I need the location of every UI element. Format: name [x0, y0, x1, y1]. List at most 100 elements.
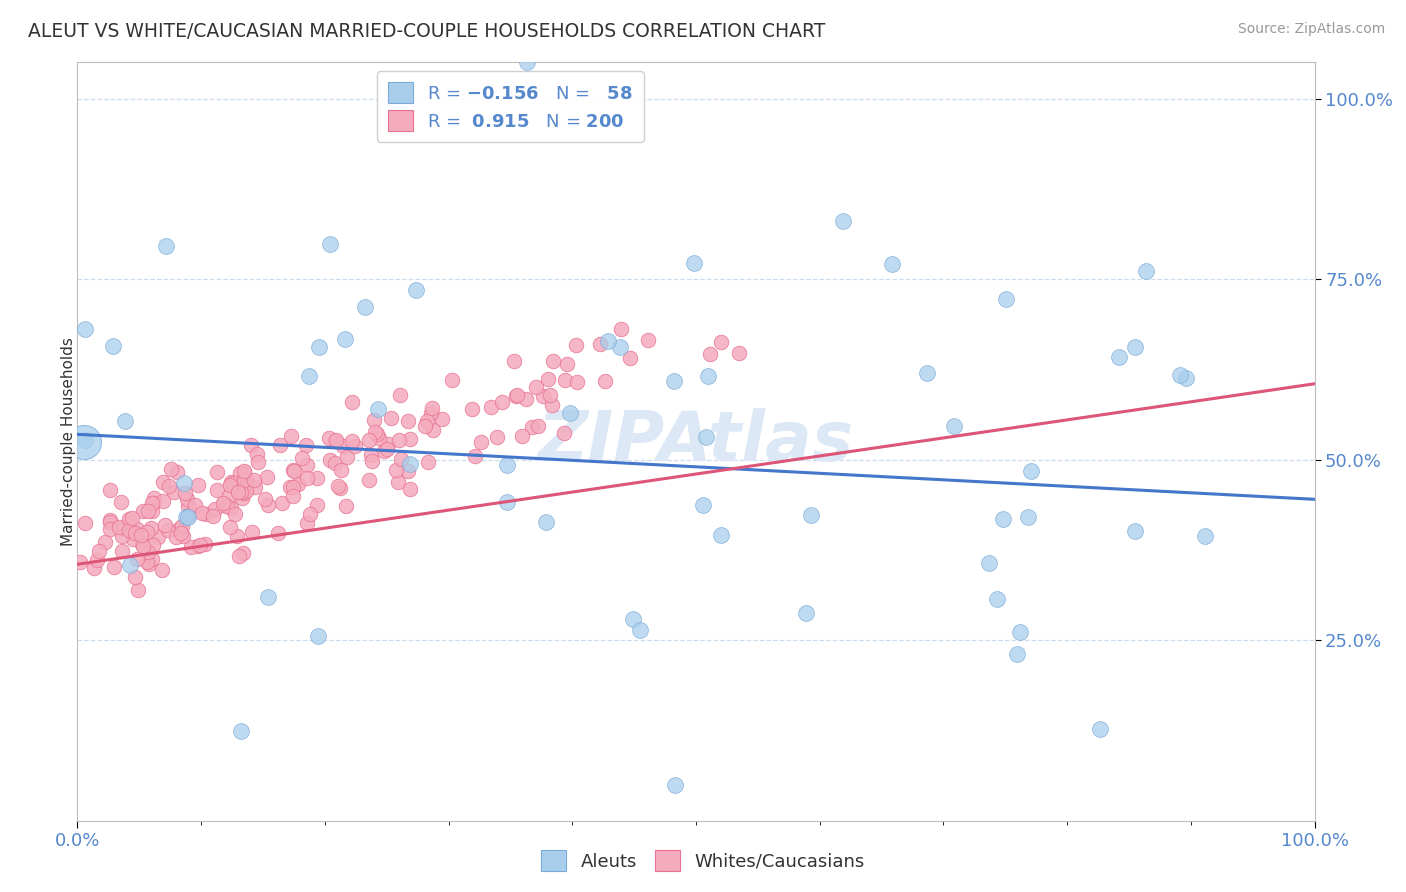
Point — [233, 473, 256, 487]
Point — [143, 491, 166, 505]
Point — [986, 591, 1008, 606]
Point — [343, 439, 366, 453]
Point — [524, 379, 547, 393]
Point — [541, 398, 564, 412]
Point — [146, 530, 169, 544]
Point — [283, 464, 305, 478]
Point — [496, 458, 519, 473]
Point — [173, 475, 195, 490]
Point — [307, 471, 329, 485]
Point — [205, 465, 228, 479]
Point — [512, 429, 534, 443]
Point — [323, 456, 346, 470]
Point — [363, 413, 385, 427]
Point — [1168, 368, 1191, 382]
Point — [235, 477, 257, 491]
Point — [75, 433, 97, 447]
Point — [336, 450, 359, 465]
Point — [538, 387, 561, 401]
Point — [1135, 263, 1157, 277]
Point — [124, 570, 146, 584]
Point — [83, 560, 105, 574]
Point — [131, 537, 153, 551]
Point — [664, 778, 686, 792]
Point — [692, 498, 714, 512]
Point — [405, 283, 427, 297]
Point — [179, 508, 201, 522]
Point — [150, 564, 173, 578]
Point — [229, 484, 252, 499]
Point — [219, 478, 242, 492]
Point — [367, 401, 389, 416]
Point — [108, 520, 131, 534]
Point — [221, 500, 243, 515]
Point — [422, 401, 444, 416]
Point — [506, 387, 529, 401]
Point — [247, 455, 270, 469]
Point — [165, 530, 187, 544]
Point — [254, 492, 277, 507]
Point — [470, 435, 492, 450]
Point — [157, 523, 180, 537]
Point — [380, 410, 402, 425]
Point — [169, 520, 191, 534]
Point — [593, 374, 616, 388]
Point — [118, 512, 141, 526]
Point — [800, 508, 823, 522]
Point — [505, 389, 527, 403]
Point — [1008, 624, 1031, 639]
Point — [187, 540, 209, 554]
Y-axis label: Married-couple Households: Married-couple Households — [62, 337, 76, 546]
Point — [495, 495, 517, 509]
Point — [138, 557, 160, 571]
Point — [131, 528, 153, 542]
Point — [98, 483, 121, 498]
Point — [73, 516, 96, 530]
Point — [281, 480, 304, 494]
Point — [697, 368, 720, 383]
Point — [664, 375, 686, 389]
Point — [122, 532, 145, 546]
Text: ALEUT VS WHITE/CAUCASIAN MARRIED-COUPLE HOUSEHOLDS CORRELATION CHART: ALEUT VS WHITE/CAUCASIAN MARRIED-COUPLE … — [28, 22, 825, 41]
Point — [831, 213, 853, 227]
Point — [515, 392, 537, 407]
Point — [176, 499, 198, 513]
Point — [98, 515, 121, 529]
Point — [527, 418, 550, 433]
Point — [1175, 370, 1198, 384]
Point — [596, 334, 619, 349]
Point — [270, 496, 292, 510]
Point — [323, 434, 346, 448]
Point — [98, 522, 121, 536]
Point — [246, 447, 269, 461]
Point — [710, 528, 733, 542]
Point — [280, 429, 302, 443]
Point — [1123, 524, 1146, 538]
Text: Source: ZipAtlas.com: Source: ZipAtlas.com — [1237, 22, 1385, 37]
Point — [537, 372, 560, 386]
Point — [287, 476, 309, 491]
Point — [157, 479, 180, 493]
Point — [141, 504, 163, 518]
Point — [318, 452, 340, 467]
Point — [233, 464, 256, 478]
Point — [172, 528, 194, 542]
Point — [534, 515, 557, 529]
Point — [1090, 722, 1112, 736]
Point — [93, 534, 115, 549]
Point — [637, 333, 659, 347]
Point — [373, 443, 395, 458]
Point — [502, 354, 524, 368]
Point — [281, 489, 304, 503]
Point — [142, 496, 165, 510]
Point — [152, 475, 174, 489]
Point — [163, 485, 186, 500]
Point — [295, 471, 318, 485]
Point — [125, 522, 148, 536]
Point — [326, 478, 349, 492]
Point — [565, 338, 588, 352]
Point — [235, 483, 257, 498]
Point — [1017, 509, 1039, 524]
Point — [212, 498, 235, 512]
Point — [225, 529, 247, 543]
